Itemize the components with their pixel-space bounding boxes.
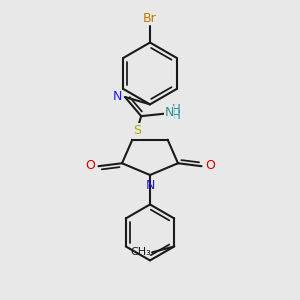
Text: N: N bbox=[145, 178, 155, 192]
Text: N: N bbox=[113, 91, 122, 103]
Text: O: O bbox=[85, 159, 95, 172]
Text: S: S bbox=[133, 124, 141, 137]
Text: H: H bbox=[172, 103, 181, 116]
Text: CH₃: CH₃ bbox=[130, 247, 151, 257]
Text: Br: Br bbox=[143, 12, 157, 25]
Text: H: H bbox=[172, 109, 181, 122]
Text: N: N bbox=[164, 106, 174, 118]
Text: O: O bbox=[205, 159, 215, 172]
